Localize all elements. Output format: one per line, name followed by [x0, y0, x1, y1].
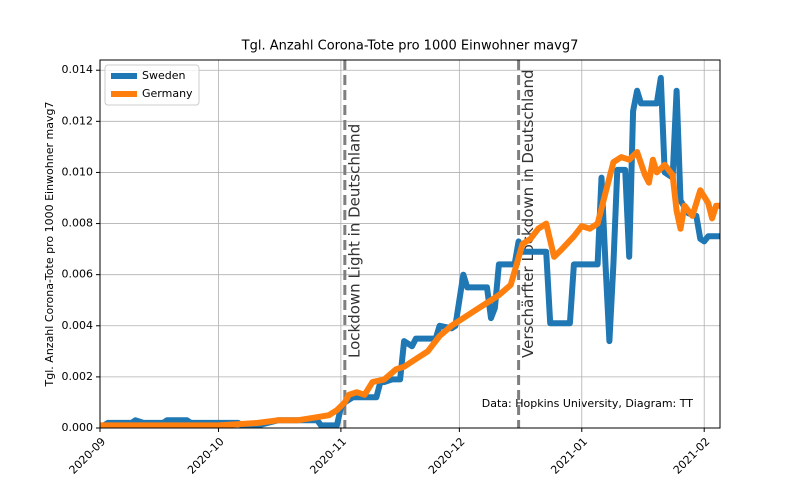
y-tick-label: 0.012	[62, 114, 94, 127]
y-tick-label: 0.006	[62, 268, 94, 281]
x-tick-label: 2020-11	[307, 435, 349, 477]
legend-label: Germany	[142, 87, 193, 100]
y-tick-label: 0.002	[62, 370, 94, 383]
plot-frame	[99, 59, 721, 429]
y-tick-label: 0.014	[62, 63, 94, 76]
source-note: Data: Hopkins University, Diagram: TT	[482, 397, 694, 410]
x-tick-label: 2021-02	[671, 435, 713, 477]
y-tick-label: 0.004	[62, 319, 94, 332]
event-label: Lockdown Light in Deutschland	[345, 124, 363, 358]
y-tick-label: 0.010	[62, 165, 94, 178]
x-tick-label: 2020-09	[67, 435, 109, 477]
event-label: Verschärfter Lockdown in Deutschland	[519, 70, 537, 359]
legend-label: Sweden	[142, 69, 185, 82]
series-line	[100, 149, 720, 428]
series-line	[100, 74, 720, 428]
chart-title: Tgl. Anzahl Corona-Tote pro 1000 Einwohn…	[241, 39, 579, 54]
y-tick-label: 0.000	[62, 421, 94, 434]
y-axis-label: Tgl. Anzahl Corona-Tote pro 1000 Einwohn…	[43, 102, 56, 388]
x-tick-label: 2020-12	[426, 435, 468, 477]
x-tick-label: 2021-01	[548, 435, 590, 477]
y-tick-label: 0.008	[62, 217, 94, 230]
x-tick-label: 2020-10	[185, 435, 227, 477]
